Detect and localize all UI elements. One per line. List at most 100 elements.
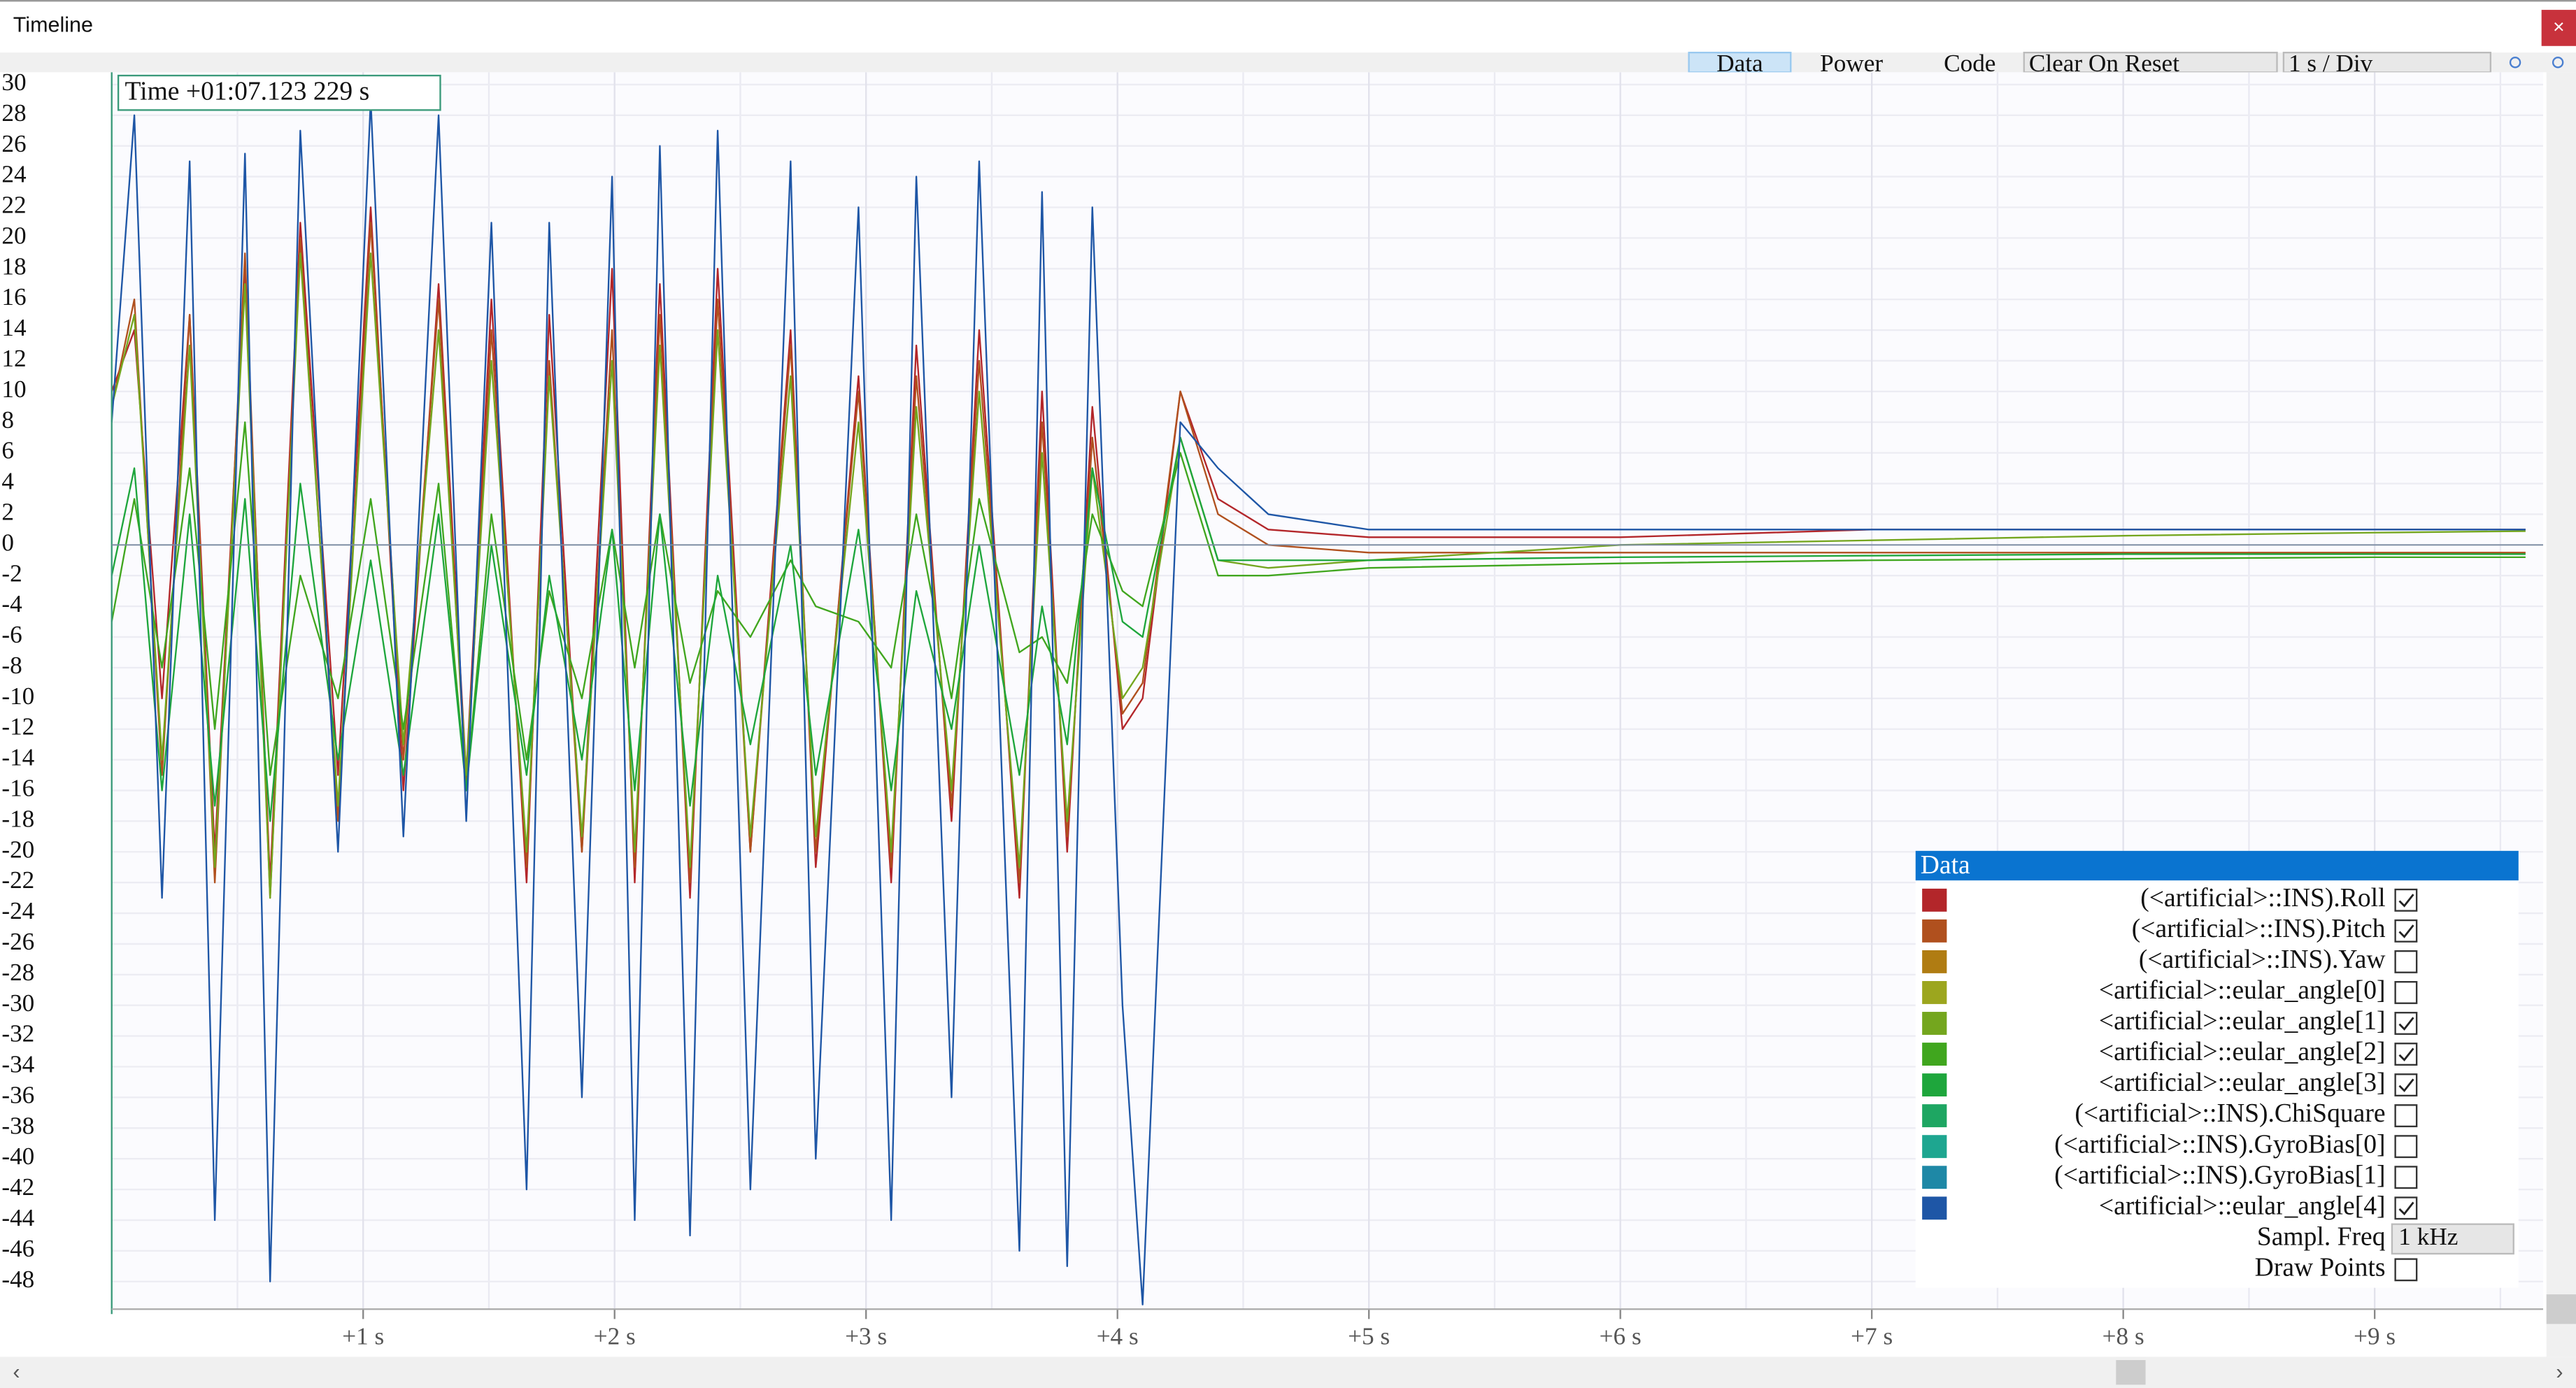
x-tick-label: +7 s — [1851, 1323, 1893, 1350]
series-checkbox[interactable] — [2394, 1104, 2418, 1128]
series-line — [111, 421, 2526, 792]
series-checkbox-check[interactable] — [2398, 924, 2414, 938]
x-tick-label: +5 s — [1348, 1323, 1390, 1350]
lines — [111, 99, 2526, 1305]
x-tick-label: +9 s — [2354, 1323, 2396, 1350]
legend-swatch — [1922, 1135, 1947, 1159]
scroll-left[interactable]: ‹ — [13, 1360, 20, 1384]
y-tick-label: -42 — [1, 1173, 34, 1201]
window-title: Timeline — [13, 13, 93, 37]
y-tick-label: 26 — [1, 130, 26, 157]
series-checkbox[interactable] — [2394, 1043, 2418, 1066]
legend-label: <artificial>::eular_angle[3] — [2099, 1068, 2386, 1097]
y-tick-label: -4 — [1, 590, 22, 617]
y-tick-label: 10 — [1, 375, 26, 403]
legend-label: <artificial>::eular_angle[4] — [2099, 1192, 2386, 1220]
legend-swatch — [1922, 1073, 1947, 1097]
y-tick-label: -14 — [1, 744, 34, 771]
legend-label: (<artificial>::INS).Pitch — [2132, 915, 2386, 943]
y-tick-label: 28 — [1, 99, 26, 127]
series-checkbox[interactable] — [2394, 888, 2418, 912]
y-tick-label: -44 — [1, 1204, 34, 1231]
zoom-out[interactable] — [2509, 57, 2521, 69]
y-tick-label: -6 — [1, 621, 22, 648]
series-checkbox[interactable] — [2394, 1073, 2418, 1097]
legend-label: (<artificial>::INS).Yaw — [2139, 945, 2386, 974]
series-checkbox-check[interactable] — [2398, 894, 2414, 908]
series-checkbox-check[interactable] — [2398, 1047, 2414, 1061]
y-tick-label: 4 — [1, 468, 14, 495]
y-tick-label: -48 — [1, 1266, 34, 1293]
y-tick-label: 18 — [1, 252, 26, 280]
scroll-right[interactable]: › — [2556, 1360, 2563, 1384]
y-tick-label: 16 — [1, 283, 26, 310]
x-tick-label: +8 s — [2102, 1323, 2144, 1350]
legend-swatch — [1922, 888, 1947, 912]
horizontal-scroll-thumb[interactable] — [2116, 1360, 2146, 1385]
close-button[interactable] — [2541, 10, 2576, 46]
close-icon[interactable]: × — [2553, 15, 2564, 37]
y-tick-label: 6 — [1, 437, 14, 464]
y-tick-label: -8 — [1, 652, 22, 679]
y-tick-label: 22 — [1, 192, 26, 219]
sample-freq-dropdown[interactable] — [2391, 1223, 2514, 1255]
y-tick-label: 12 — [1, 345, 26, 372]
panel-background — [1915, 850, 2519, 1288]
series-line — [111, 99, 2526, 1305]
series-checkbox[interactable] — [2394, 1166, 2418, 1189]
y-tick-label: -36 — [1, 1081, 34, 1108]
y-tick-label: -38 — [1, 1112, 34, 1139]
cursor-box — [117, 74, 441, 111]
sample-freq[interactable]: 1 kHz — [2398, 1223, 2458, 1250]
legend-swatch — [1922, 1104, 1947, 1128]
legend-swatch — [1922, 950, 1947, 973]
y-tick-label: -2 — [1, 559, 22, 587]
series-checkbox-check[interactable] — [2398, 1078, 2414, 1092]
legend-swatch — [1922, 1196, 1947, 1220]
cursor-label: Time +01:07.123 229 s — [125, 78, 370, 106]
y-tick-label: 14 — [1, 314, 27, 341]
series-checkbox[interactable] — [2394, 1135, 2418, 1159]
legend-label: (<artificial>::INS).GyroBias[1] — [2054, 1161, 2385, 1189]
panel-title: Data — [1921, 851, 1970, 880]
series-checkbox[interactable] — [2394, 950, 2418, 973]
y-tick-label: -12 — [1, 713, 34, 740]
axes: 302826242220181614121086420-2-4-6-8-10-1… — [1, 69, 2544, 1350]
y-tick-label: 30 — [1, 69, 26, 96]
y-tick-label: -20 — [1, 836, 34, 863]
horizontal-scrollbar[interactable] — [0, 1357, 2576, 1388]
draw-points-checkbox[interactable] — [2394, 1258, 2418, 1282]
x-tick-label: +6 s — [1600, 1323, 1642, 1350]
series-checkbox-check[interactable] — [2398, 1017, 2414, 1031]
series-checkbox-check[interactable] — [2398, 1201, 2414, 1216]
legend-label: <artificial>::eular_angle[1] — [2099, 1007, 2386, 1036]
legend-label: (<artificial>::INS).ChiSquare — [2075, 1099, 2385, 1128]
y-tick-label: -28 — [1, 959, 34, 986]
legend-label: <artificial>::eular_angle[0] — [2099, 976, 2386, 1005]
series-checkbox[interactable] — [2394, 1012, 2418, 1035]
y-tick-label: -10 — [1, 682, 34, 710]
series-checkbox[interactable] — [2394, 919, 2418, 943]
x-tick-label: +3 s — [845, 1323, 887, 1350]
series-checkbox[interactable] — [2394, 1196, 2418, 1220]
vertical-scrollbar[interactable] — [2546, 72, 2576, 1357]
y-tick-label: -24 — [1, 897, 34, 924]
data-panel: Data(<artificial>::INS).Roll(<artificial… — [1915, 850, 2519, 1288]
y-tick-label: 24 — [1, 161, 27, 188]
x-tick-label: +2 s — [594, 1323, 636, 1350]
y-tick-label: 0 — [1, 529, 14, 556]
y-tick-label: 8 — [1, 406, 14, 434]
legend-swatch — [1922, 1043, 1947, 1066]
panel-header — [1915, 850, 2519, 881]
legend-swatch — [1922, 1166, 1947, 1189]
zoom-in[interactable] — [2552, 57, 2564, 69]
tab-active[interactable] — [1688, 51, 1792, 73]
y-tick-label: 2 — [1, 498, 14, 525]
y-tick-label: -46 — [1, 1235, 34, 1262]
reset-dropdown[interactable] — [2023, 51, 2278, 73]
series-checkbox[interactable] — [2394, 981, 2418, 1004]
y-tick-label: -22 — [1, 866, 34, 894]
vertical-scroll-thumb[interactable] — [2546, 1294, 2576, 1324]
